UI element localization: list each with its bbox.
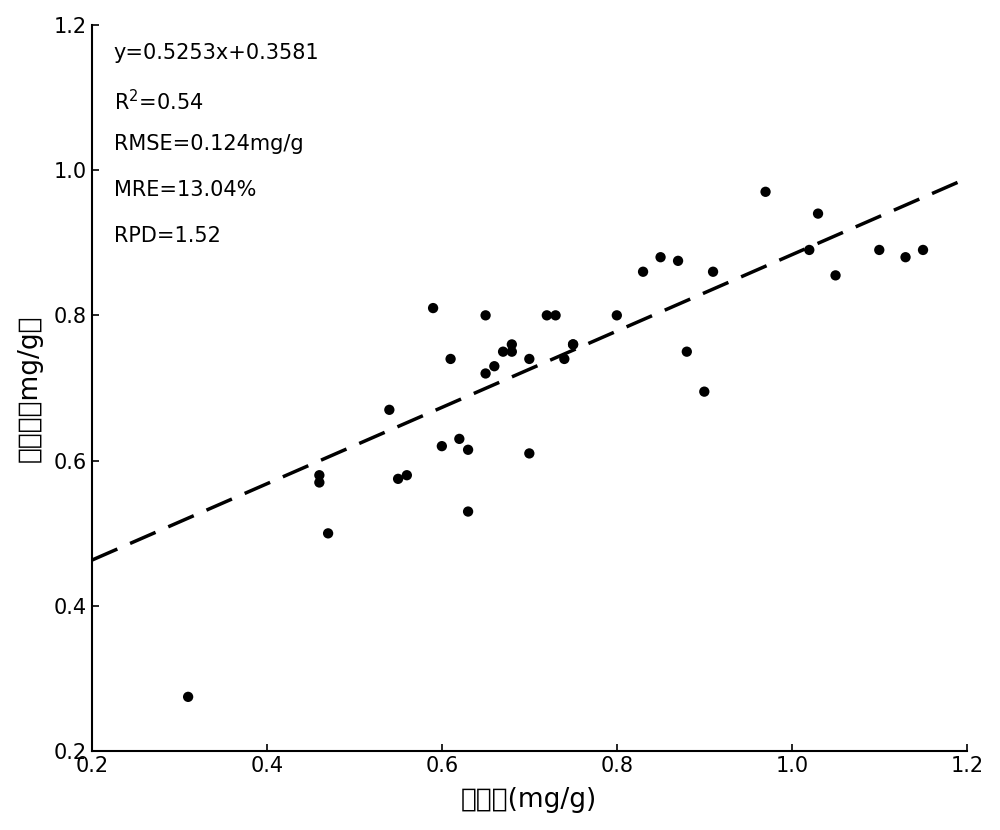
- Text: R$^2$=0.54: R$^2$=0.54: [114, 89, 203, 114]
- Point: [451, 432, 467, 446]
- Point: [478, 367, 494, 380]
- Point: [460, 505, 476, 518]
- Point: [828, 269, 844, 282]
- Point: [679, 345, 695, 359]
- Point: [539, 309, 555, 322]
- Text: y=0.5253x+0.3581: y=0.5253x+0.3581: [114, 43, 319, 63]
- Point: [635, 265, 651, 278]
- Point: [670, 254, 686, 267]
- Point: [504, 345, 520, 359]
- Point: [460, 443, 476, 457]
- Point: [311, 476, 327, 489]
- Point: [653, 251, 669, 264]
- Point: [504, 338, 520, 351]
- Point: [915, 243, 931, 256]
- Point: [548, 309, 564, 322]
- X-axis label: 真实值(mg/g): 真实值(mg/g): [461, 788, 597, 813]
- Point: [521, 352, 537, 365]
- Text: MRE=13.04%: MRE=13.04%: [114, 180, 256, 200]
- Point: [390, 472, 406, 486]
- Text: RMSE=0.124mg/g: RMSE=0.124mg/g: [114, 134, 303, 154]
- Point: [565, 338, 581, 351]
- Point: [486, 359, 502, 373]
- Point: [898, 251, 914, 264]
- Point: [478, 309, 494, 322]
- Point: [871, 243, 887, 256]
- Y-axis label: 检测值（mg/g）: 检测值（mg/g）: [17, 315, 43, 461]
- Point: [609, 309, 625, 322]
- Point: [495, 345, 511, 359]
- Point: [180, 691, 196, 704]
- Point: [696, 385, 712, 398]
- Point: [758, 185, 774, 198]
- Point: [810, 207, 826, 220]
- Point: [311, 469, 327, 482]
- Point: [425, 301, 441, 315]
- Point: [443, 352, 459, 365]
- Point: [320, 527, 336, 540]
- Point: [556, 352, 572, 365]
- Point: [565, 338, 581, 351]
- Point: [399, 469, 415, 482]
- Point: [434, 440, 450, 453]
- Point: [705, 265, 721, 278]
- Point: [521, 447, 537, 460]
- Point: [801, 243, 817, 256]
- Point: [381, 403, 397, 417]
- Text: RPD=1.52: RPD=1.52: [114, 226, 221, 246]
